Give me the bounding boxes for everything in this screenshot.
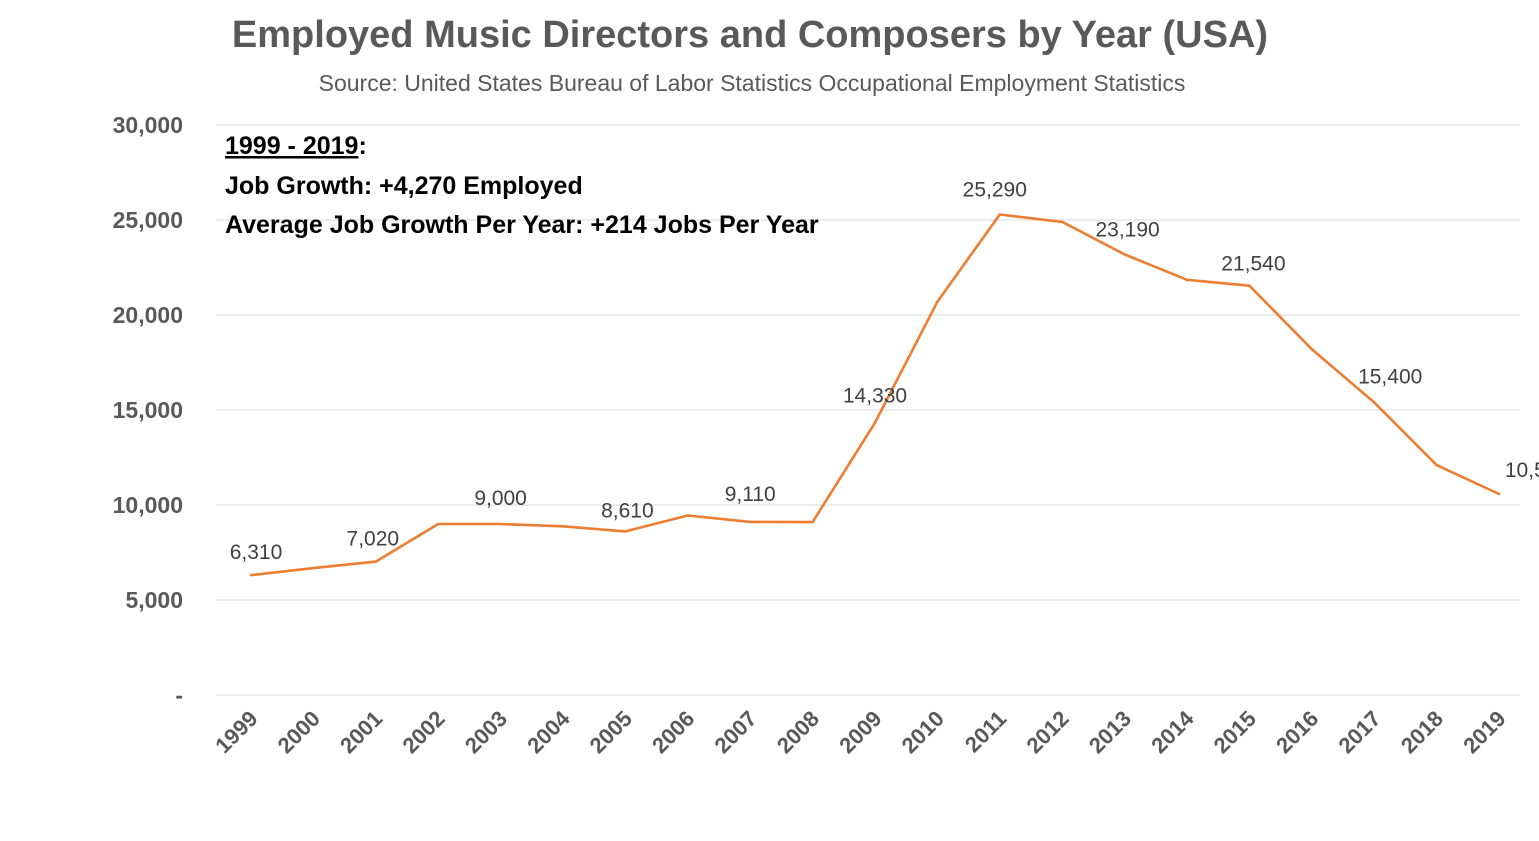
chart-title: Employed Music Directors and Composers b…	[231, 14, 1269, 56]
x-axis-tick-labels: 1999 2000 2001 2002 2003 2004 2005 2006 2007 2008…	[210, 705, 1510, 758]
x-tick-label: 2002	[397, 706, 449, 758]
data-point	[1310, 347, 1314, 351]
data-point	[561, 524, 565, 528]
x-tick-label: 2012	[1021, 706, 1073, 758]
y-tick-label: 10,000	[113, 492, 183, 518]
x-tick-label: 2013	[1084, 706, 1136, 758]
data-point	[374, 560, 378, 563]
data-point	[499, 522, 502, 526]
x-tick-label: 2006	[647, 706, 699, 758]
data-point	[1123, 253, 1126, 256]
chart-subtitle: Source: United States Bureau of Labor St…	[318, 70, 1186, 96]
y-tick-label: 20,000	[113, 302, 183, 328]
data-labels: 6,310 7,020 9,000 8,610 9,110 14,330 25,290 23,…	[230, 178, 1539, 564]
data-point	[1248, 284, 1251, 288]
x-tick-label: 2000	[273, 706, 325, 758]
data-label: 9,000	[474, 487, 527, 510]
data-point	[1185, 278, 1189, 282]
data-point	[811, 520, 814, 524]
x-tick-label: 2014	[1146, 705, 1199, 758]
annotation-box: 1999 - 2019: Job Growth: +4,270 Employed…	[225, 132, 819, 239]
data-point	[1435, 463, 1438, 467]
annotation-period: 1999 - 2019	[225, 132, 358, 160]
data-point	[1372, 401, 1376, 404]
y-axis-tick-labels: - 5,000 10,000 15,000 20,000 25,000 30,000	[113, 112, 183, 708]
x-tick-label: 1999	[210, 706, 262, 758]
data-point	[1497, 492, 1501, 496]
annotation-period-suffix: :	[358, 132, 366, 160]
data-label: 21,540	[1221, 253, 1285, 276]
x-tick-label: 2004	[522, 705, 575, 758]
data-point	[1060, 220, 1064, 224]
data-label: 7,020	[347, 528, 400, 551]
data-point	[249, 573, 253, 577]
x-tick-label: 2011	[960, 706, 1011, 757]
data-point	[624, 530, 627, 533]
gridlines	[216, 124, 1520, 696]
x-tick-label: 2001	[335, 706, 387, 758]
data-label: 15,400	[1358, 365, 1422, 388]
annotation-average-growth: Average Job Growth Per Year: +214 Jobs P…	[225, 211, 819, 239]
x-tick-label: 2017	[1333, 706, 1385, 758]
data-point	[748, 520, 752, 524]
x-tick-label: 2015	[1209, 706, 1261, 758]
data-label: 14,330	[843, 385, 907, 408]
data-label: 9,110	[725, 483, 776, 506]
x-tick-label: 2009	[834, 706, 886, 758]
data-point	[998, 213, 1002, 216]
series-layer	[249, 213, 1501, 577]
x-tick-label: 2010	[897, 706, 949, 758]
y-tick-label: 15,000	[113, 397, 183, 423]
x-tick-label: 2005	[585, 706, 637, 758]
y-tick-label: 5,000	[125, 587, 183, 613]
x-tick-label: 2018	[1396, 706, 1448, 758]
data-label: 25,290	[963, 178, 1027, 201]
y-tick-label: 30,000	[113, 112, 183, 138]
data-point	[312, 566, 315, 570]
annotation-period-line: 1999 - 2019:	[225, 132, 367, 160]
y-tick-label: 25,000	[113, 207, 183, 233]
data-point	[686, 514, 690, 517]
annotation-job-growth: Job Growth: +4,270 Employed	[225, 172, 583, 200]
x-tick-label: 2007	[709, 706, 761, 758]
data-point	[873, 421, 877, 425]
data-label: 23,190	[1095, 218, 1159, 241]
x-tick-label: 2019	[1458, 706, 1510, 758]
x-tick-label: 2016	[1271, 706, 1323, 758]
data-label: 8,610	[601, 499, 654, 522]
y-tick-label: -	[175, 682, 183, 708]
data-point	[436, 522, 440, 526]
data-label: 10,580	[1505, 459, 1539, 482]
x-tick-label: 2008	[772, 706, 824, 758]
data-point	[936, 300, 939, 304]
x-tick-label: 2003	[460, 706, 512, 758]
data-label: 6,310	[230, 541, 283, 564]
